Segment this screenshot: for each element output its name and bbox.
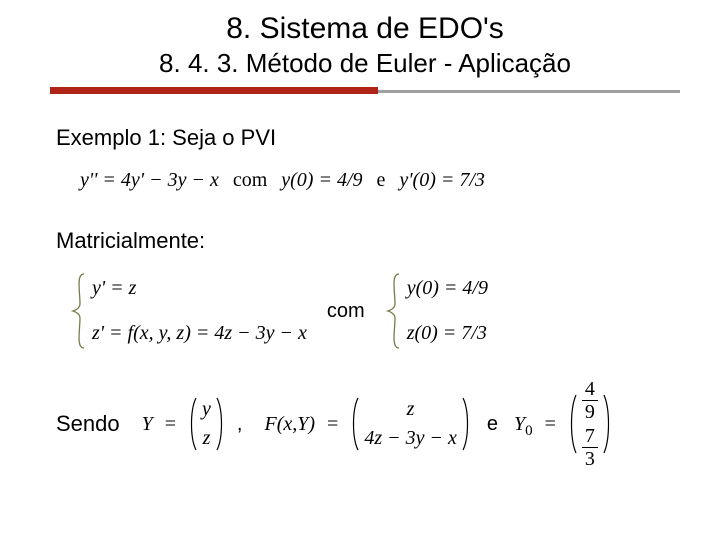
ode-com: com <box>233 169 267 192</box>
ode-e: e <box>377 169 386 192</box>
sendo-label: Sendo <box>56 411 120 437</box>
title-rule <box>50 87 680 97</box>
right-system: y(0) = 4/9 z(0) = 7/3 <box>385 272 488 350</box>
sendo-row: Sendo Y = y z , F(x,Y) = z 4z − 3y − x e… <box>56 376 680 472</box>
ode-equation: y'' = 4y' − 3y − x com y(0) = 4/9 e y'(0… <box>80 169 680 192</box>
paren-right-icon <box>461 396 471 452</box>
F-label: F(x,Y) <box>264 413 315 436</box>
paren-left-icon <box>350 396 360 452</box>
left-system: y' = z z' = f(x, y, z) = 4z − 3y − x <box>70 272 307 350</box>
sys-right-line1: y(0) = 4/9 <box>407 277 488 300</box>
example-label: Exemplo 1: Seja o PVI <box>56 125 680 151</box>
Y0-top-den: 9 <box>582 401 598 423</box>
Y0-vector: 4 9 7 3 <box>568 376 612 472</box>
brace-icon <box>70 272 86 350</box>
ode-main: y'' = 4y' − 3y − x <box>80 169 219 192</box>
rule-red-line <box>50 87 378 94</box>
slide-subtitle: 8. 4. 3. Método de Euler - Aplicação <box>50 48 680 79</box>
Y0-bot-num: 7 <box>582 425 598 447</box>
ode-ic2: y'(0) = 7/3 <box>399 169 485 192</box>
F-vector: z 4z − 3y − x <box>350 396 471 452</box>
paren-right-icon <box>215 396 225 452</box>
ode-ic1: y(0) = 4/9 <box>281 169 362 192</box>
matricial-label: Matricialmente: <box>56 228 680 254</box>
sys-right-line2: z(0) = 7/3 <box>407 322 488 345</box>
Y0-top-num: 4 <box>582 378 598 400</box>
sys-left-line1: y' = z <box>92 277 307 300</box>
Y-label: Y <box>142 413 153 436</box>
paren-left-icon <box>568 393 578 455</box>
comma: , <box>237 413 243 436</box>
eq-sign-2: = <box>327 413 338 436</box>
brace-icon <box>385 272 401 350</box>
Y0-bot-den: 3 <box>582 448 598 470</box>
e-label: e <box>487 413 498 436</box>
sys-left-line2: z' = f(x, y, z) = 4z − 3y − x <box>92 322 307 345</box>
paren-right-icon <box>602 393 612 455</box>
paren-left-icon <box>188 396 198 452</box>
Y-bot: z <box>202 427 211 450</box>
eq-sign-1: = <box>165 413 176 436</box>
Y-vector: y z <box>188 396 225 452</box>
F-bot: 4z − 3y − x <box>364 427 457 450</box>
eq-sign-3: = <box>545 413 556 436</box>
Y0-top-frac: 4 9 <box>582 378 598 423</box>
slide-title: 8. Sistema de EDO's <box>50 12 680 46</box>
Y0-label: Y0 <box>514 413 533 436</box>
matricial-system: y' = z z' = f(x, y, z) = 4z − 3y − x com… <box>70 272 680 350</box>
Y0-bot-frac: 7 3 <box>582 425 598 470</box>
Y-top: y <box>202 398 211 421</box>
com-label: com <box>327 300 365 323</box>
F-top: z <box>364 398 457 421</box>
